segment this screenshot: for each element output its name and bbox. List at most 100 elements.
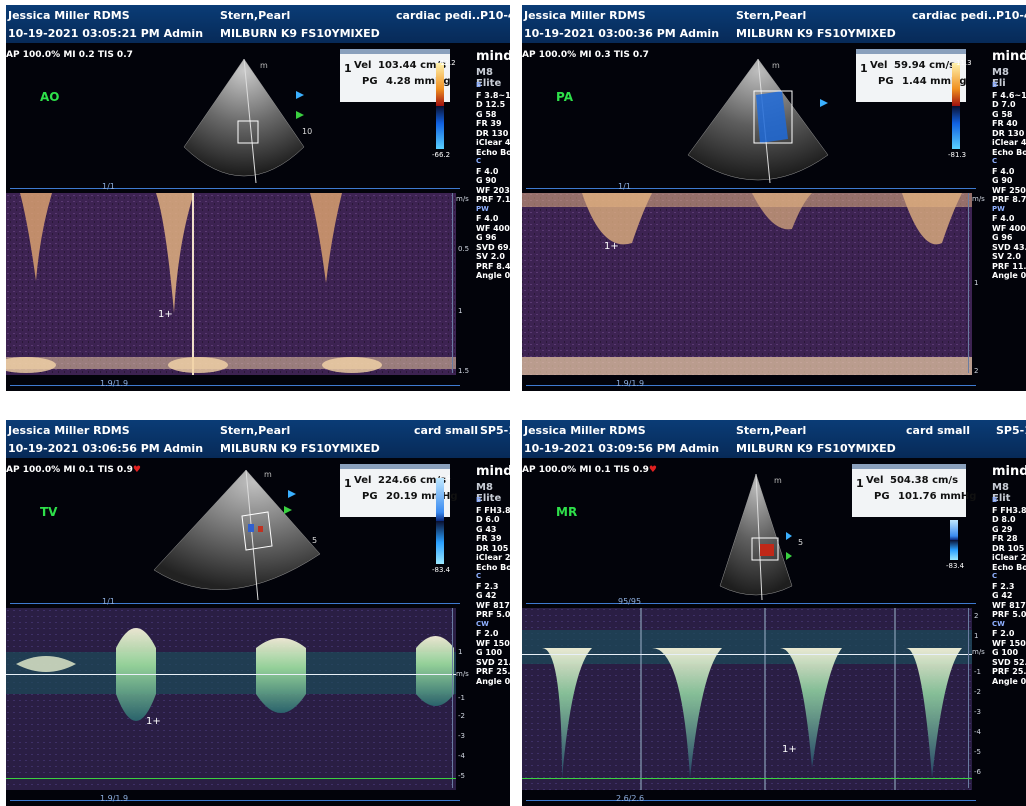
probe-name[interactable]: P10-4s: [480, 9, 510, 22]
doppler-sweep-line: [6, 778, 456, 779]
scale-unit: m/s: [972, 195, 985, 203]
parameter-item: G 58: [476, 109, 497, 119]
scale-tick: 1: [458, 648, 463, 656]
preset-name[interactable]: card small: [414, 424, 479, 437]
cw-doppler-spectrum: [6, 608, 456, 790]
scale-tick: -4: [974, 728, 981, 736]
probe-name[interactable]: P10-4: [996, 9, 1026, 22]
doppler-sweep-line: [522, 778, 972, 779]
parameter-item: FR 39: [476, 534, 502, 543]
parameter-section-heading: C: [992, 157, 998, 165]
probe-name[interactable]: SP5-1s: [480, 424, 510, 437]
scale-tick: -5: [974, 748, 981, 756]
velocity-caliper: 1+: [146, 716, 161, 727]
scale-unit: m/s: [456, 670, 469, 678]
pw-doppler-spectrum: [6, 193, 456, 375]
parameter-section-heading: B: [992, 81, 998, 89]
cine-counter: 1.9/1.9: [100, 794, 129, 803]
panel-header: Jessica Miller RDMS 10-19-2021 03:09:56 …: [522, 420, 1026, 458]
parameter-section-heading: B: [992, 496, 998, 504]
caliper-index: 1: [782, 744, 789, 755]
parameter-item: DR 130: [992, 128, 1025, 138]
parameter-item: PRF 8.4k: [476, 261, 510, 271]
parameter-item: iClear 2: [992, 553, 1026, 562]
color-bar-max: 12.2: [440, 59, 456, 67]
parameter-item: D 12.5: [476, 100, 506, 109]
probe-name[interactable]: SP5-1: [996, 424, 1026, 437]
parameter-item: SV 2.0: [992, 252, 1021, 261]
patient-id: MILBURN K9 FS10YMIXED: [220, 442, 380, 455]
exam-datetime: 10-19-2021 03:00:36 PM Admin: [524, 27, 720, 40]
view-label: PA: [556, 90, 573, 104]
parameter-item: F 4.0: [476, 214, 499, 223]
parameter-item: F 4.0: [992, 214, 1015, 223]
acoustic-output-text: AP 100.0% MI 0.1 TIS 0.9: [6, 465, 133, 475]
preset-name[interactable]: cardiac pedi...: [912, 9, 996, 22]
device-model: M8 Eli: [992, 67, 1009, 89]
patient-name: Stern,Pearl: [220, 9, 291, 22]
color-velocity-bar: [436, 478, 444, 564]
sector-scale-marker: m: [772, 61, 780, 70]
patient-id: MILBURN K9 FS10YMIXED: [220, 27, 380, 40]
caliper-index: 1: [158, 309, 165, 320]
scale-tick: -1: [458, 694, 465, 702]
parameter-item: iClear 4: [992, 138, 1026, 147]
scale-tick: 1: [974, 632, 979, 640]
parameter-item: SVD 43.: [992, 242, 1026, 252]
pressure-gradient-label: PG: [878, 76, 894, 87]
echo-panel-mr: Jessica Miller RDMS 10-19-2021 03:09:56 …: [522, 420, 1026, 806]
parameter-item: F 4.6~1: [992, 90, 1026, 100]
cine-counter: 1.9/1.9: [100, 379, 129, 388]
view-label: TV: [40, 505, 58, 519]
parameter-item: SVD 69.5: [476, 242, 510, 252]
color-bar-min: -83.4: [432, 566, 451, 574]
parameter-item: iClear 2: [476, 553, 510, 562]
patient-id: MILBURN K9 FS10YMIXED: [736, 442, 896, 455]
measurement-box: 1 Vel 103.44 cm/s PG 4.28 mmHg: [340, 49, 451, 102]
color-velocity-bar: [436, 63, 444, 149]
velocity-label: Vel: [354, 475, 372, 486]
exam-datetime: 10-19-2021 03:09:56 PM Admin: [524, 442, 720, 455]
timeline-bottom: [526, 385, 976, 386]
velocity-label: Vel: [870, 60, 888, 71]
timeline-bottom: [10, 800, 460, 801]
frame-counter: 1/1: [102, 182, 115, 191]
frame-counter: 1/1: [618, 182, 631, 191]
operator-name: Jessica Miller RDMS: [8, 424, 130, 437]
color-velocity-bar: [952, 63, 960, 149]
measurement-box: 1 Vel 59.94 cm/s PG 1.44 mmHg: [856, 49, 967, 102]
panel-header: Jessica Miller RDMS 10-19-2021 03:00:36 …: [522, 5, 1026, 43]
pressure-gradient-label: PG: [362, 491, 378, 502]
acoustic-output: AP 100.0% MI 0.1 TIS 0.9♥: [522, 465, 657, 475]
parameter-item: FR 28: [992, 534, 1018, 543]
preset-name[interactable]: card small: [906, 424, 971, 437]
parameter-section-heading: B: [476, 496, 482, 504]
color-velocity-bar: [950, 520, 958, 560]
b-mode-sector: [687, 58, 829, 184]
parameter-item: WF 1500: [992, 638, 1026, 648]
device-model: M8 Elite: [476, 67, 502, 89]
exam-datetime: 10-19-2021 03:06:56 PM Admin: [8, 442, 204, 455]
operator-name: Jessica Miller RDMS: [524, 424, 646, 437]
frame-counter: 95/95: [618, 597, 642, 606]
parameter-item: SV 2.0: [476, 252, 505, 261]
parameter-item: G 43: [476, 524, 497, 534]
parameter-item: Echo Boo: [992, 562, 1026, 572]
panel-header: Jessica Miller RDMS 10-19-2021 03:06:56 …: [6, 420, 510, 458]
preset-name[interactable]: cardiac pedi...: [396, 9, 480, 22]
b-mode-sector: [719, 473, 793, 601]
parameter-item: F FH3.8: [476, 505, 510, 515]
parameter-item: WF 1500: [476, 638, 510, 648]
measurement-box: 1 Vel 224.66 cm/s PG 20.19 mmHg: [340, 464, 457, 517]
parameter-item: G 29: [992, 524, 1013, 534]
parameter-item: WF 400: [476, 223, 510, 233]
measurement-index: 1: [344, 62, 352, 75]
parameter-item: G 90: [992, 176, 1013, 185]
parameter-section-heading: PW: [476, 204, 489, 213]
patient-name: Stern,Pearl: [736, 424, 807, 437]
view-label: AO: [40, 90, 60, 104]
scale-unit: m/s: [972, 648, 985, 656]
parameter-item: WF 400: [992, 223, 1026, 233]
